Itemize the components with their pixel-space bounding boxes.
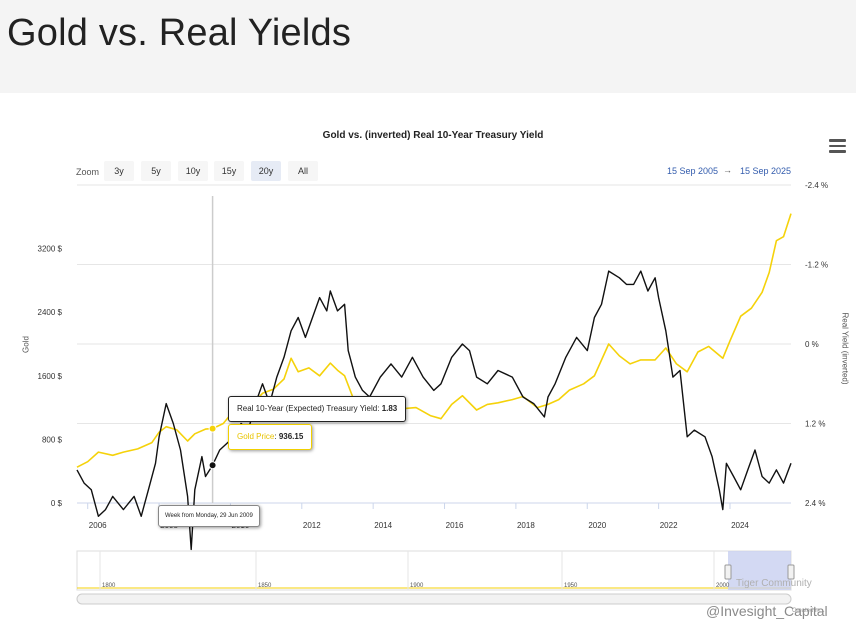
week-tooltip: Week from Monday, 29 Jun 2009: [158, 505, 260, 527]
watermark: @Invesight_Capital: [706, 603, 828, 619]
y-left-tick-label: 800 $: [42, 435, 63, 444]
x-tick-label: 2014: [374, 521, 392, 530]
real-yield-line: [76, 270, 792, 551]
y-left-tick-label: 2400 $: [38, 308, 63, 317]
navigator-label: 1950: [564, 583, 578, 589]
y-right-tick-label: -1.2 %: [805, 261, 828, 270]
y-left-tick-label: 3200 $: [38, 245, 63, 254]
yield-tooltip: Real 10-Year (Expected) Treasury Yield: …: [228, 396, 407, 422]
x-tick-label: 2016: [446, 521, 464, 530]
x-tick-label: 2006: [89, 521, 107, 530]
zoom-10y-button[interactable]: 10y: [178, 161, 208, 181]
gold-tooltip-value: 936.15: [278, 432, 304, 441]
navigator-selection: [728, 551, 791, 590]
x-tick-label: 2012: [303, 521, 321, 530]
range-from-input[interactable]: 15 Sep 2005: [667, 166, 719, 176]
watermark-community: Tiger Community: [736, 578, 812, 589]
navigator-scrollbar: [76, 593, 792, 605]
navigator-label: 1900: [410, 583, 424, 589]
navigator-frame: [76, 550, 792, 591]
gold-price-line: [76, 213, 792, 468]
navigator-label: 1800: [102, 583, 116, 589]
yield-hover-marker: [208, 461, 217, 470]
yield-tooltip-value: 1.83: [381, 404, 398, 413]
gold-tooltip-name: Gold Price: [237, 432, 275, 441]
page-header: Gold vs. Real Yields: [0, 0, 856, 93]
zoom-20y-button[interactable]: 20y: [251, 161, 281, 181]
navigator-handle-right: [787, 564, 795, 580]
gold-tooltip: Gold Price: 936.15: [228, 424, 313, 450]
zoom-5y-button[interactable]: 5y: [141, 161, 171, 181]
range-to-input[interactable]: 15 Sep 2025: [740, 166, 792, 176]
navigator-label: 1850: [258, 583, 272, 589]
page-title: Gold vs. Real Yields: [7, 12, 352, 54]
x-tick-label: 2024: [731, 521, 749, 530]
range-arrow: →: [723, 165, 732, 175]
x-tick-label: 2020: [588, 521, 606, 530]
chart-title: Gold vs. (inverted) Real 10-Year Treasur…: [322, 130, 544, 141]
zoom-all-button[interactable]: All: [288, 161, 318, 181]
chart-credits: Created in...: [792, 608, 825, 614]
zoom-label: Zoom: [76, 167, 100, 177]
y-right-tick-label: -2.4 %: [805, 181, 828, 190]
x-tick-label: 2022: [660, 521, 678, 530]
yield-tooltip-name: Real 10-Year (Expected) Treasury Yield: [237, 404, 378, 413]
zoom-15y-button[interactable]: 15y: [214, 161, 244, 181]
zoom-3y-button[interactable]: 3y: [104, 161, 134, 181]
y-left-tick-label: 0 $: [51, 499, 63, 508]
x-tick-label: 2018: [517, 521, 535, 530]
hamburger-menu-icon[interactable]: [829, 139, 846, 155]
y-left-tick-label: 1600 $: [38, 372, 63, 381]
y-right-tick-label: 1.2 %: [805, 420, 825, 429]
y-right-tick-label: 2.4 %: [805, 499, 825, 508]
navigator-handle-left: [724, 564, 732, 580]
gold-hover-marker: [208, 424, 217, 433]
navigator-label: 2000: [716, 583, 730, 589]
y-right-tick-label: 0 %: [805, 340, 819, 349]
